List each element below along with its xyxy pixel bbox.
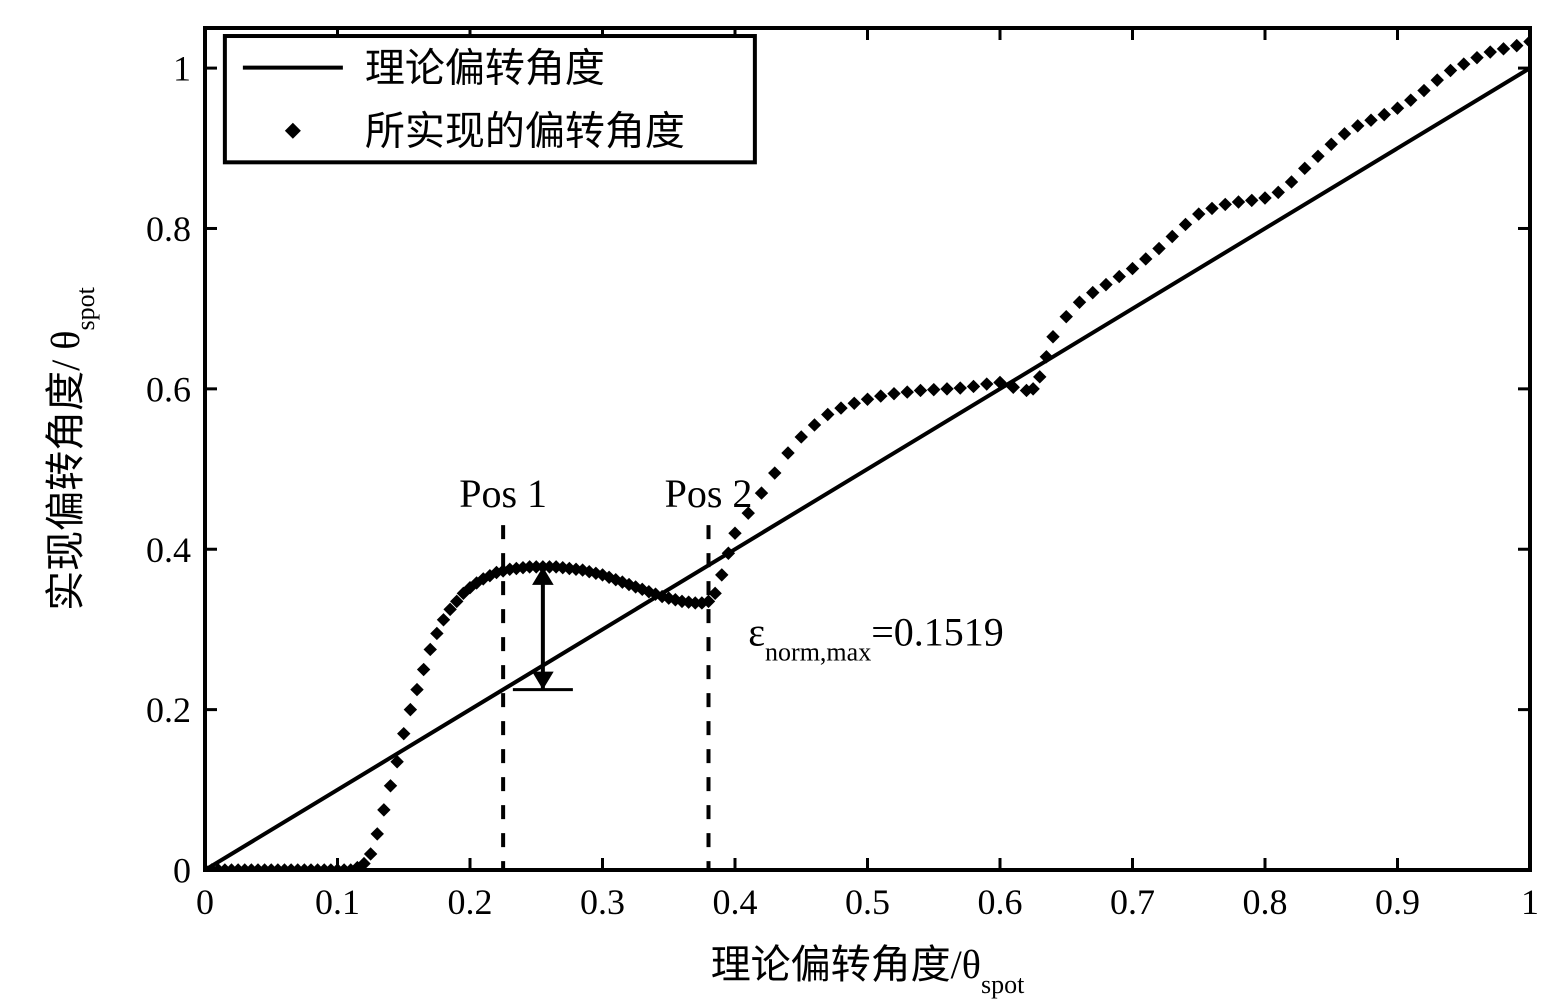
x-tick-label: 0.2 <box>448 882 493 922</box>
chart-svg: 0 0.1 0.2 0.3 0.4 0.5 0.6 0.7 0.8 0.9 1 0 0.2 0.4 0.6 0… <box>0 0 1561 1008</box>
x-tick-label: 0.9 <box>1375 882 1420 922</box>
legend-entry-label: 理论偏转角度 <box>365 46 605 91</box>
pos2-label: Pos 2 <box>665 471 753 516</box>
y-tick-label: 0 <box>173 851 191 891</box>
x-tick-label: 0.8 <box>1243 882 1288 922</box>
y-tick-label: 1 <box>173 49 191 89</box>
x-tick-label: 0 <box>196 882 214 922</box>
y-tick-label: 0.8 <box>146 209 191 249</box>
y-tick-label: 0.2 <box>146 690 191 730</box>
y-tick-label: 0.4 <box>146 530 191 570</box>
x-tick-label: 0.7 <box>1110 882 1155 922</box>
x-tick-label: 0.3 <box>580 882 625 922</box>
pos1-label: Pos 1 <box>459 471 547 516</box>
chart-container: 0 0.1 0.2 0.3 0.4 0.5 0.6 0.7 0.8 0.9 1 0 0.2 0.4 0.6 0… <box>0 0 1561 1008</box>
x-tick-label: 0.1 <box>315 882 360 922</box>
y-tick-label: 0.6 <box>146 369 191 409</box>
x-tick-label: 1 <box>1521 882 1539 922</box>
x-tick-label: 0.5 <box>845 882 890 922</box>
x-tick-label: 0.4 <box>713 882 758 922</box>
x-tick-label: 0.6 <box>978 882 1023 922</box>
legend-entry-label: 所实现的偏转角度 <box>365 109 685 154</box>
